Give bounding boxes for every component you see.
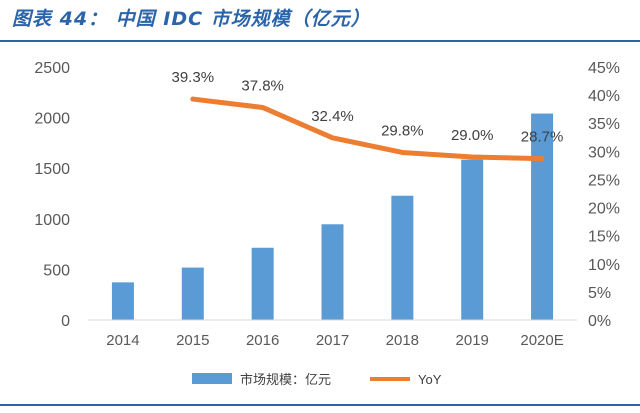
- bar-2018: [391, 195, 414, 320]
- yoy-line: [190, 96, 545, 162]
- x-tick-label: 2019: [456, 332, 489, 349]
- yoy-data-label: 28.7%: [521, 129, 564, 146]
- right-tick-label: 10%: [588, 257, 620, 274]
- line-data-labels: 39.3% 37.8% 32.4% 29.8% 29.0% 28.7%: [172, 69, 564, 146]
- right-tick-label: 45%: [588, 60, 620, 77]
- x-tick-label: 2014: [106, 332, 139, 349]
- x-tick-label: 2016: [246, 332, 279, 349]
- x-tick-label: 2020E: [520, 332, 563, 349]
- right-tick-label: 30%: [588, 144, 620, 161]
- bar-2017: [321, 224, 344, 320]
- title-rule: [0, 40, 640, 42]
- x-tick-label: 2015: [176, 332, 209, 349]
- bar-2016: [251, 247, 274, 320]
- left-tick-label: 1000: [34, 212, 70, 229]
- bar-series: [111, 113, 554, 320]
- left-axis-ticks: 0 500 1000 1500 2000 2500: [34, 60, 70, 330]
- left-tick-label: 0: [61, 313, 70, 330]
- right-tick-label: 15%: [588, 229, 620, 246]
- footer-rule: [0, 404, 640, 406]
- legend-line-label: YoY: [418, 372, 442, 387]
- right-tick-label: 5%: [588, 285, 611, 302]
- yoy-data-label: 39.3%: [172, 69, 215, 86]
- figure-title: 图表 44： 中国 IDC 市场规模（亿元）: [12, 8, 371, 30]
- left-tick-label: 2000: [34, 111, 70, 128]
- x-tick-label: 2017: [316, 332, 349, 349]
- yoy-data-label: 29.8%: [381, 122, 424, 139]
- left-tick-label: 500: [43, 262, 70, 279]
- legend-bar-label: 市场规模：亿元: [240, 372, 331, 387]
- right-tick-label: 25%: [588, 172, 620, 189]
- x-axis-ticks: 2014 2015 2016 2017 2018 2019 2020E: [106, 332, 564, 349]
- line-series: [190, 96, 545, 162]
- right-tick-label: 20%: [588, 201, 620, 218]
- right-tick-label: 35%: [588, 116, 620, 133]
- legend: 市场规模：亿元 YoY: [192, 372, 442, 387]
- yoy-data-label: 29.0%: [451, 127, 494, 144]
- right-tick-label: 40%: [588, 88, 620, 105]
- x-tick-label: 2018: [386, 332, 419, 349]
- right-axis-ticks: 0% 5% 10% 15% 20% 25% 30% 35% 40% 45%: [588, 60, 620, 330]
- bar-2014: [111, 282, 134, 320]
- left-tick-label: 1500: [34, 161, 70, 178]
- legend-bar-swatch: [192, 373, 232, 384]
- yoy-data-label: 32.4%: [311, 108, 354, 125]
- left-tick-label: 2500: [34, 60, 70, 77]
- bar-2019: [461, 159, 484, 320]
- bar-2020E: [531, 113, 554, 320]
- right-tick-label: 0%: [588, 313, 611, 330]
- bar-2015: [181, 267, 204, 320]
- yoy-data-label: 37.8%: [241, 77, 284, 94]
